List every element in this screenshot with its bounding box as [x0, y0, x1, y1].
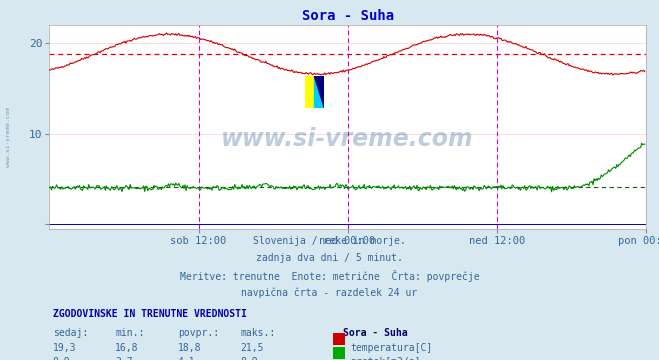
Text: 16,8: 16,8: [115, 343, 139, 353]
Text: 4,1: 4,1: [178, 357, 196, 360]
Text: www.si-vreme.com: www.si-vreme.com: [6, 107, 11, 167]
Text: 19,3: 19,3: [53, 343, 76, 353]
Text: pretok[m3/s]: pretok[m3/s]: [350, 357, 420, 360]
Title: Sora - Suha: Sora - Suha: [302, 9, 393, 23]
Text: 8,9: 8,9: [53, 357, 71, 360]
Text: min.:: min.:: [115, 328, 145, 338]
Polygon shape: [314, 76, 324, 108]
Text: www.si-vreme.com: www.si-vreme.com: [221, 127, 474, 151]
Text: 21,5: 21,5: [241, 343, 264, 353]
Text: 8,9: 8,9: [241, 357, 258, 360]
Text: ZGODOVINSKE IN TRENUTNE VREDNOSTI: ZGODOVINSKE IN TRENUTNE VREDNOSTI: [53, 309, 246, 319]
Text: maks.:: maks.:: [241, 328, 275, 338]
Text: 3,7: 3,7: [115, 357, 133, 360]
Text: Meritve: trenutne  Enote: metrične  Črta: povprečje: Meritve: trenutne Enote: metrične Črta: …: [180, 270, 479, 282]
Text: temperatura[C]: temperatura[C]: [350, 343, 432, 353]
Text: povpr.:: povpr.:: [178, 328, 219, 338]
Polygon shape: [314, 76, 324, 108]
Text: navpična črta - razdelek 24 ur: navpična črta - razdelek 24 ur: [241, 288, 418, 298]
Bar: [305, 76, 314, 108]
Text: sedaj:: sedaj:: [53, 328, 88, 338]
Text: 18,8: 18,8: [178, 343, 202, 353]
Text: zadnja dva dni / 5 minut.: zadnja dva dni / 5 minut.: [256, 253, 403, 263]
Text: Sora - Suha: Sora - Suha: [343, 328, 407, 338]
Text: Slovenija / reke in morje.: Slovenija / reke in morje.: [253, 236, 406, 246]
